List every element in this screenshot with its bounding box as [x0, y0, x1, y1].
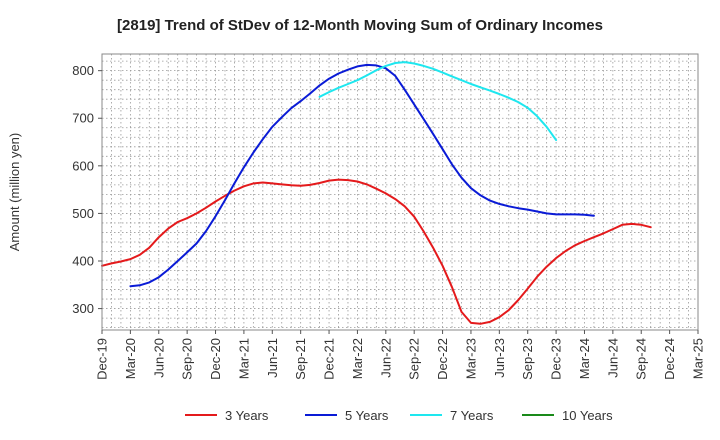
series-line-5-years [129, 63, 595, 288]
y-tick-label: 700 [72, 111, 94, 126]
x-tick-label: Jun-21 [265, 338, 280, 378]
series-lines [101, 61, 652, 325]
x-tick-label: Dec-21 [322, 338, 337, 380]
x-tick-label: Jun-22 [378, 338, 393, 378]
x-tick-label: Mar-22 [350, 338, 365, 379]
x-tick-label: Jun-23 [492, 338, 507, 378]
y-axis-ticks: 300 400 500 600 700 800 [72, 63, 102, 316]
legend: 3 Years 5 Years 7 Years 10 Years [185, 408, 613, 423]
plot-frame [101, 53, 699, 331]
x-tick-label: Dec-23 [549, 338, 564, 380]
y-tick-label: 600 [72, 158, 94, 173]
x-tick-label: Mar-25 [691, 338, 706, 379]
legend-label: 10 Years [562, 408, 613, 423]
legend-label: 3 Years [225, 408, 269, 423]
x-tick-label: Sep-20 [180, 338, 195, 380]
x-tick-label: Dec-20 [208, 338, 223, 380]
x-tick-label: Dec-22 [435, 338, 450, 380]
legend-label: 7 Years [450, 408, 494, 423]
x-tick-label: Jun-20 [151, 338, 166, 378]
x-tick-label: Jun-24 [605, 338, 620, 378]
y-tick-label: 400 [72, 254, 94, 269]
x-tick-label: Mar-24 [577, 338, 592, 379]
y-tick-label: 500 [72, 206, 94, 221]
x-tick-label: Mar-23 [463, 338, 478, 379]
chart-title: [2819] Trend of StDev of 12-Month Moving… [117, 17, 603, 34]
x-tick-label: Sep-22 [407, 338, 422, 380]
y-tick-label: 800 [72, 63, 94, 78]
x-tick-label: Sep-21 [293, 338, 308, 380]
y-axis-label: Amount (million yen) [7, 133, 22, 252]
x-tick-label: Dec-19 [95, 338, 110, 380]
x-tick-label: Mar-20 [123, 338, 138, 379]
series-line-7-years [318, 61, 558, 142]
x-tick-label: Dec-24 [662, 338, 677, 380]
x-tick-label: Sep-24 [634, 338, 649, 380]
x-tick-label: Sep-23 [520, 338, 535, 380]
y-tick-label: 300 [72, 301, 94, 316]
legend-label: 5 Years [345, 408, 389, 423]
x-tick-label: Mar-21 [236, 338, 251, 379]
x-axis-ticks: Dec-19 Mar-20 Jun-20 Sep-20 Dec-20 Mar-21 Jun-… [95, 330, 706, 380]
grid [101, 54, 699, 330]
series-line-3-years [101, 178, 652, 325]
